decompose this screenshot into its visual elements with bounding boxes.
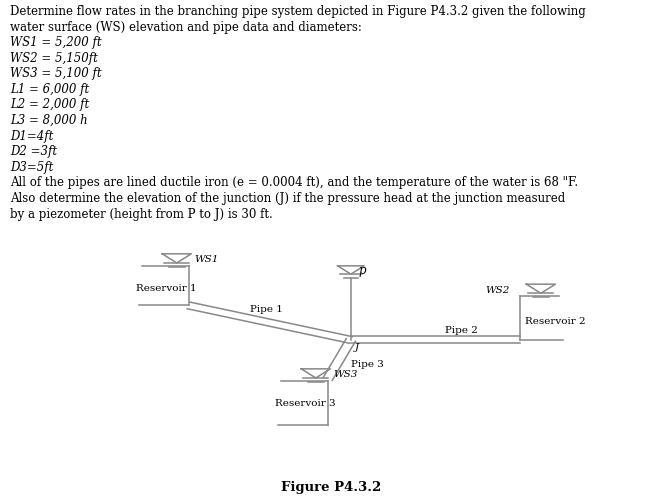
Text: Pipe 2: Pipe 2 — [445, 325, 478, 334]
Text: Reservoir 3: Reservoir 3 — [275, 399, 336, 408]
Text: Reservoir 2: Reservoir 2 — [525, 317, 586, 325]
Text: Also determine the elevation of the junction (J) if the pressure head at the jun: Also determine the elevation of the junc… — [10, 191, 565, 204]
Text: Pipe 3: Pipe 3 — [351, 359, 384, 368]
Text: WS2: WS2 — [485, 285, 510, 294]
Text: WS3: WS3 — [333, 369, 357, 378]
Text: WS1: WS1 — [194, 255, 218, 264]
Text: WS1 = 5,200 ft: WS1 = 5,200 ft — [10, 36, 101, 49]
Text: Reservoir 1: Reservoir 1 — [136, 284, 197, 293]
Text: D3=5ft: D3=5ft — [10, 160, 54, 173]
Text: water surface (WS) elevation and pipe data and diameters:: water surface (WS) elevation and pipe da… — [10, 21, 362, 34]
Text: WS3 = 5,100 ft: WS3 = 5,100 ft — [10, 67, 101, 80]
Text: L2 = 2,000 ft: L2 = 2,000 ft — [10, 98, 89, 111]
Text: Figure P4.3.2: Figure P4.3.2 — [281, 480, 381, 493]
Text: L1 = 6,000 ft: L1 = 6,000 ft — [10, 83, 89, 96]
Text: D1=4ft: D1=4ft — [10, 129, 54, 142]
Text: Determine flow rates in the branching pipe system depicted in Figure P4.3.2 give: Determine flow rates in the branching pi… — [10, 5, 586, 18]
Text: J: J — [355, 343, 359, 352]
Text: WS2 = 5,150ft: WS2 = 5,150ft — [10, 52, 98, 65]
Text: by a piezometer (height from P to J) is 30 ft.: by a piezometer (height from P to J) is … — [10, 207, 273, 220]
Text: p: p — [359, 264, 366, 277]
Text: D2 =3ft: D2 =3ft — [10, 145, 57, 158]
Text: All of the pipes are lined ductile iron (e = 0.0004 ft), and the temperature of : All of the pipes are lined ductile iron … — [10, 176, 578, 189]
Text: L3 = 8,000 h: L3 = 8,000 h — [10, 114, 87, 127]
Text: Pipe 1: Pipe 1 — [250, 304, 283, 313]
